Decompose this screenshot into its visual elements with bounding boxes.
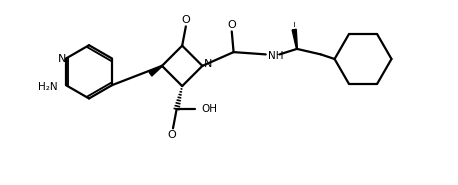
Text: O: O <box>227 20 236 30</box>
Text: N: N <box>58 53 66 63</box>
Polygon shape <box>149 65 162 76</box>
Text: OH: OH <box>202 104 218 114</box>
Text: H₂N: H₂N <box>38 83 58 92</box>
Polygon shape <box>292 29 297 49</box>
Text: N: N <box>204 59 212 69</box>
Text: O: O <box>168 130 176 140</box>
Text: O: O <box>181 15 190 25</box>
Text: NH: NH <box>268 51 284 61</box>
Text: ─: ─ <box>290 22 300 27</box>
